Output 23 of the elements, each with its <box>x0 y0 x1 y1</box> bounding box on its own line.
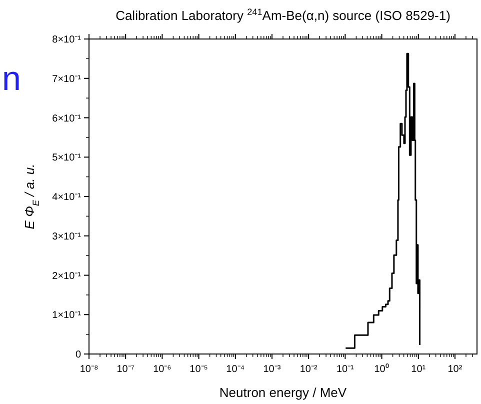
text: n <box>2 60 21 98</box>
y-tick-label: 1×10⁻¹ <box>52 310 82 322</box>
y-tick-label: 2×10⁻¹ <box>52 270 82 282</box>
y-tick-label: 5×10⁻¹ <box>52 152 82 164</box>
x-tick-label: 10⁻⁶ <box>153 364 172 375</box>
x-tick-label: 10⁻⁴ <box>226 364 245 375</box>
y-tick-label: 0 <box>75 350 82 360</box>
x-tick-label: 10⁻³ <box>263 364 282 375</box>
x-axis-title: Neutron energy / MeV <box>219 385 347 400</box>
x-tick-label: 10⁻⁸ <box>80 364 98 375</box>
y-tick-label: 4×10⁻¹ <box>52 192 82 203</box>
x-tick-label: 10⁰ <box>374 363 390 375</box>
y-tick-label: 8×10⁻¹ <box>52 34 82 46</box>
x-tick-label: 10⁻¹ <box>336 364 355 375</box>
y-tick-label: 6×10⁻¹ <box>52 113 82 124</box>
x-tick-label: 10² <box>448 364 463 375</box>
x-tick-label: 10⁻² <box>300 364 318 375</box>
x-tick-label: 10⁻⁷ <box>116 364 135 375</box>
chart-title: Calibration Laboratory $^{241}$Am-Be(α,n) source (ISO 8529-1) <box>116 7 450 23</box>
y-tick-label: 3×10⁻¹ <box>52 231 82 242</box>
x-tick-label: 10¹ <box>411 364 426 375</box>
y-tick-label: 7×10⁻¹ <box>52 74 82 85</box>
x-tick-label: 10⁻⁵ <box>190 364 208 375</box>
